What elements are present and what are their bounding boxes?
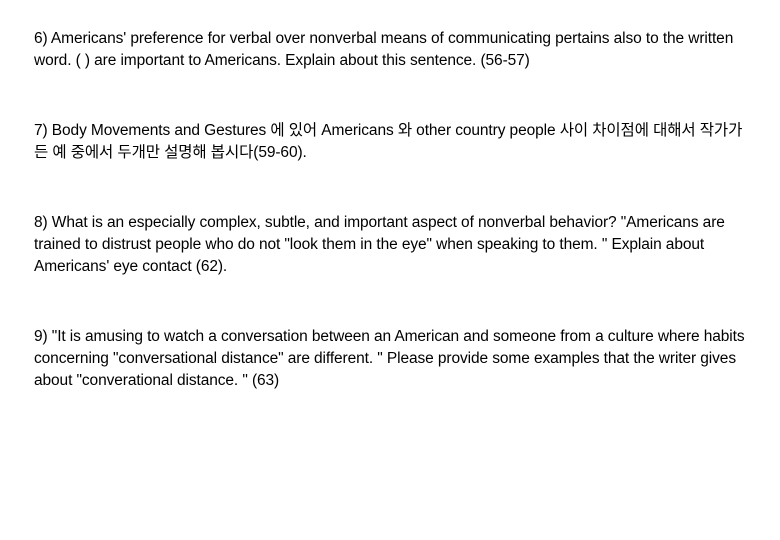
question-6: 6) Americans' preference for verbal over… xyxy=(34,28,746,72)
question-7-text: 7) Body Movements and Gestures 에 있어 Amer… xyxy=(34,122,742,161)
question-9-text: 9) "It is amusing to watch a conversatio… xyxy=(34,328,745,389)
question-7: 7) Body Movements and Gestures 에 있어 Amer… xyxy=(34,120,746,164)
question-6-text: 6) Americans' preference for verbal over… xyxy=(34,30,733,69)
question-9: 9) "It is amusing to watch a conversatio… xyxy=(34,326,746,392)
question-8-text: 8) What is an especially complex, subtle… xyxy=(34,214,725,275)
question-8: 8) What is an especially complex, subtle… xyxy=(34,212,746,278)
